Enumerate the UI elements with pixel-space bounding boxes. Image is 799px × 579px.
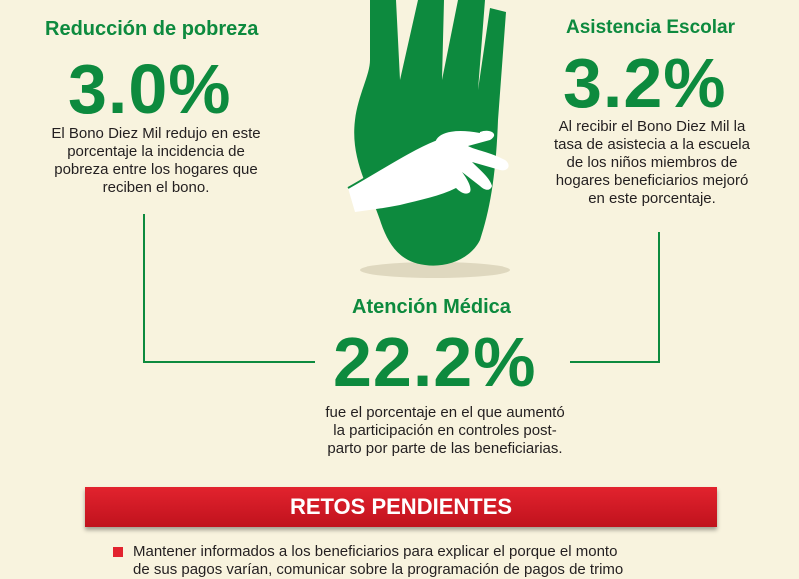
medical-desc-line: fue el porcentaje en el que aumentó bbox=[325, 404, 565, 421]
school-value: 3.2% bbox=[563, 44, 727, 122]
medical-value: 22.2% bbox=[333, 323, 537, 401]
bullet-square-icon bbox=[113, 547, 123, 557]
poverty-desc: El Bono Diez Mil redujo en este porcenta… bbox=[25, 125, 287, 197]
connector-right-vertical bbox=[658, 232, 660, 363]
school-desc: Al recibir el Bono Diez Mil la tasa de a… bbox=[532, 118, 772, 208]
challenges-banner: RETOS PENDIENTES bbox=[85, 487, 717, 527]
connector-left-vertical bbox=[143, 214, 145, 362]
challenge-item: Mantener informados a los beneficiarios … bbox=[133, 543, 623, 579]
medical-desc-line: la participación en controles post- bbox=[333, 422, 557, 439]
poverty-value: 3.0% bbox=[68, 50, 232, 128]
school-desc-line: Al recibir el Bono Diez Mil la bbox=[558, 118, 746, 135]
school-desc-line: hogares beneficiarios mejoró bbox=[555, 172, 749, 189]
poverty-desc-line: El Bono Diez Mil redujo en este bbox=[51, 125, 261, 142]
school-desc-line: de los niños miembros de bbox=[566, 154, 738, 171]
challenge-line: de sus pagos varían, comunicar sobre la … bbox=[133, 561, 624, 578]
connector-right-horizontal bbox=[570, 361, 660, 363]
school-title: Asistencia Escolar bbox=[566, 17, 735, 38]
poverty-desc-line: pobreza entre los hogares que bbox=[54, 161, 258, 178]
connector-left-horizontal bbox=[143, 361, 315, 363]
hands-icon bbox=[347, 0, 510, 278]
medical-desc: fue el porcentaje en el que aumentó la p… bbox=[300, 404, 590, 458]
medical-desc-line: parto por parte de las beneficiarias. bbox=[327, 440, 563, 457]
challenges-banner-label: RETOS PENDIENTES bbox=[289, 494, 513, 519]
challenge-line: Mantener informados a los beneficiarios … bbox=[133, 543, 618, 560]
school-desc-line: en este porcentaje. bbox=[588, 190, 716, 207]
medical-title: Atención Médica bbox=[352, 296, 511, 318]
poverty-desc-line: porcentaje la incidencia de bbox=[67, 143, 245, 160]
school-desc-line: tasa de asistecia a la escuela bbox=[554, 136, 750, 153]
poverty-title: Reducción de pobreza bbox=[45, 18, 259, 40]
poverty-desc-line: reciben el bono. bbox=[102, 179, 210, 196]
